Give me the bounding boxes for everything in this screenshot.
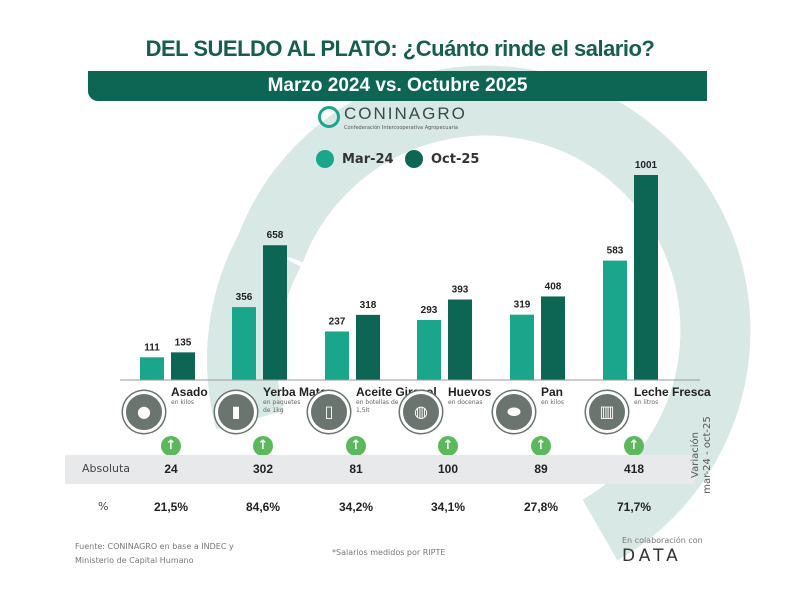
category-unit: en botellas de 1,5lt: [356, 399, 399, 414]
logo-tagline: Confederación Intercooperativa Agropecua…: [344, 125, 459, 131]
arrow-up-icon: ↑: [438, 436, 458, 456]
logo-name: CONINAGRO: [344, 104, 467, 123]
category-label: Pan en kilos: [541, 386, 587, 407]
absolute-value: 81: [349, 462, 363, 476]
bar-mar24: [417, 319, 441, 380]
category-label: Asado en kilos: [171, 386, 217, 407]
subtitle-band: Marzo 2024 vs. Octubre 2025: [88, 71, 707, 101]
percent-value: 21,5%: [153, 500, 189, 514]
data-label: 1001: [635, 160, 658, 171]
data-label: 237: [329, 316, 346, 327]
data-label: 318: [360, 300, 377, 311]
category-label: Yerba Mate en paquetes de 1kg: [263, 386, 326, 415]
bar-mar24: [232, 307, 256, 380]
bar-oct25: [356, 314, 380, 380]
page-title: DEL SUELDO AL PLATO: ¿Cuánto rinde el sa…: [145, 36, 655, 61]
coninagro-logo-icon: [318, 106, 340, 128]
source-line-2: Ministerio de Capital Humano: [75, 556, 194, 565]
bar-oct25: [541, 296, 565, 380]
data-logo: DATA: [622, 546, 682, 566]
bar-oct25: [263, 245, 287, 380]
percent-row-label: %: [98, 500, 109, 513]
eggs-icon: ◍: [400, 391, 442, 433]
meat-icon: ●: [123, 391, 165, 433]
absolute-value: 24: [164, 462, 178, 476]
bread-icon: ⬬: [493, 391, 535, 433]
data-label: 319: [514, 300, 531, 311]
category-unit: en kilos: [171, 399, 195, 406]
data-label: 658: [267, 230, 284, 241]
bar-mar24: [510, 314, 534, 380]
arrow-up-icon: ↑: [161, 436, 181, 456]
arrow-up-icon: ↑: [624, 436, 644, 456]
absolute-value: 100: [437, 462, 459, 476]
data-label: 408: [545, 281, 562, 292]
variation-label-line1: Variación: [690, 432, 701, 478]
percent-value: 27,8%: [523, 500, 559, 514]
percent-value: 71,7%: [616, 500, 652, 514]
bar-oct25: [171, 352, 195, 380]
data-label: 293: [421, 305, 438, 316]
category-unit: en litros: [634, 399, 659, 406]
percent-value: 34,1%: [430, 500, 466, 514]
category-name: Leche Fresca: [634, 385, 711, 399]
legend-mar24: Mar-24: [316, 150, 394, 168]
milk-icon: ▥: [586, 391, 628, 433]
percent-value: 34,2%: [338, 500, 374, 514]
data-label: 111: [144, 342, 160, 353]
legend-label: Oct-25: [431, 151, 480, 167]
legend-swatch: [316, 150, 334, 168]
legend-oct25: Oct-25: [405, 150, 479, 168]
data-label: 583: [607, 246, 624, 257]
category-name: Yerba Mate: [263, 385, 327, 399]
data-label: 356: [236, 292, 253, 303]
arrow-up-icon: ↑: [346, 436, 366, 456]
coninagro-logo: CONINAGRO Confederación Intercooperativa…: [318, 104, 488, 136]
collab-label: En colaboración con: [622, 536, 703, 545]
bar-oct25: [634, 175, 658, 380]
category-unit: en docenas: [448, 399, 483, 406]
legend-swatch: [405, 150, 423, 168]
bar-mar24: [603, 260, 627, 380]
percent-value: 84,6%: [245, 500, 281, 514]
table-absolute-row: [65, 455, 695, 484]
category-unit: en paquetes de 1kg: [263, 399, 301, 414]
absolute-value: 302: [252, 462, 274, 476]
legend-label: Mar-24: [342, 151, 394, 167]
data-label: 393: [452, 285, 469, 296]
source-note: Fuente: CONINAGRO en base a INDEC y Mini…: [75, 540, 234, 568]
category-name: Asado: [171, 385, 208, 399]
category-name: Pan: [541, 385, 564, 399]
variation-label-line2: mar-24 - oct-25: [702, 416, 713, 494]
source-line-1: Fuente: CONINAGRO en base a INDEC y: [75, 542, 234, 551]
category-label: Huevos en docenas: [448, 386, 494, 407]
bar-oct25: [448, 299, 472, 380]
arrow-up-icon: ↑: [531, 436, 551, 456]
absolute-row-label: Absoluta: [82, 462, 131, 475]
data-label: 135: [175, 337, 192, 348]
absolute-value: 89: [534, 462, 548, 476]
category-label: Leche Fresca en litros: [634, 386, 711, 407]
yerba-package-icon: ▮: [215, 391, 257, 433]
bar-mar24: [140, 357, 164, 380]
variation-label: Variación mar-24 - oct-25: [690, 410, 714, 500]
salary-note: *Salarios medidos por RIPTE: [332, 548, 446, 557]
category-unit: en kilos: [541, 399, 565, 406]
oil-bottle-icon: ▯: [308, 391, 350, 433]
category-name: Huevos: [448, 385, 492, 399]
bar-mar24: [325, 331, 349, 380]
absolute-value: 418: [623, 462, 645, 476]
arrow-up-icon: ↑: [253, 436, 273, 456]
